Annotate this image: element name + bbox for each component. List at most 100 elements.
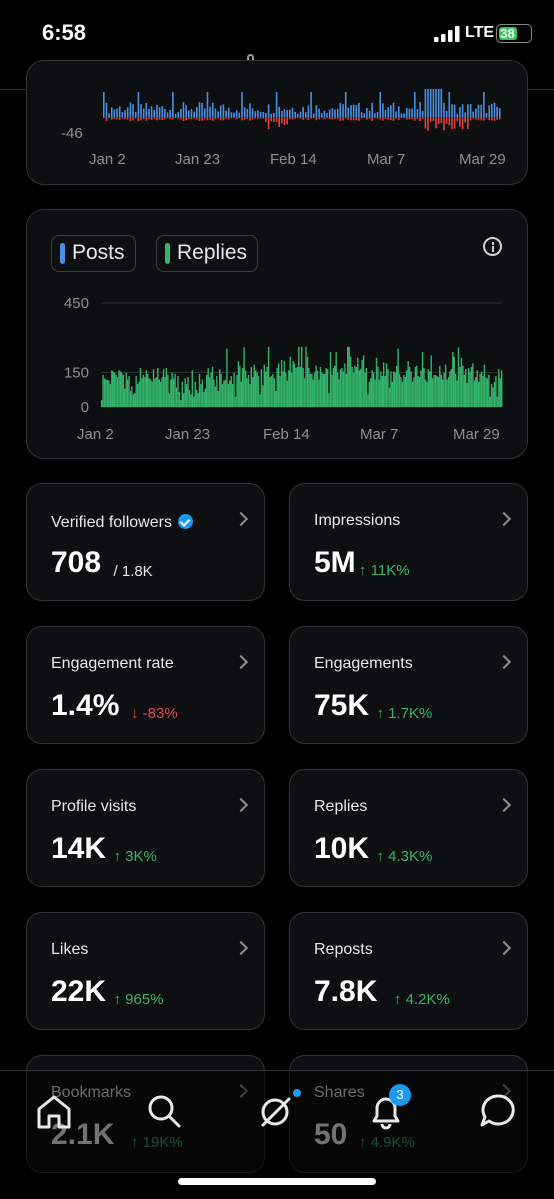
bar-replies — [390, 371, 392, 407]
bar-replies — [467, 368, 470, 407]
bar-negative — [174, 117, 177, 118]
bar-positive — [390, 105, 392, 117]
metric-card-engagements[interactable]: Engagements 75K ↑ 1.7K% — [289, 626, 528, 744]
bar-negative — [201, 117, 203, 121]
messages-icon[interactable] — [477, 1091, 517, 1131]
bar-replies — [243, 347, 245, 407]
bar-replies — [421, 352, 424, 407]
bar-negative — [286, 117, 288, 125]
bar-positive — [406, 108, 408, 117]
home-icon[interactable] — [34, 1091, 74, 1131]
bar-negative — [302, 117, 304, 120]
metric-card-verified-followers[interactable]: Verified followers 708 / 1.8K — [26, 483, 265, 601]
bar-replies — [387, 369, 389, 407]
chevron-right-icon — [233, 654, 249, 670]
bar-positive — [459, 107, 461, 117]
bar-positive — [363, 113, 366, 117]
bar-replies — [227, 384, 229, 407]
bar-positive — [339, 102, 342, 117]
metric-card-profile-visits[interactable]: Profile visits 14K ↑ 3K% — [26, 769, 265, 887]
bar-negative — [153, 117, 156, 119]
bar-positive — [398, 106, 400, 117]
bar-positive — [145, 102, 148, 117]
bar-negative — [477, 117, 480, 121]
bar-replies — [396, 365, 398, 407]
bar-replies — [175, 387, 178, 407]
notifications-icon[interactable] — [366, 1091, 406, 1131]
metric-card-engagement-rate[interactable]: Engagement rate 1.4% ↓ -83% — [26, 626, 265, 744]
metric-label-text: Replies — [314, 798, 368, 815]
bar-negative — [241, 117, 243, 121]
bar-positive — [254, 111, 257, 117]
metric-card-replies[interactable]: Replies 10K ↑ 4.3K% — [289, 769, 528, 887]
grok-icon[interactable] — [256, 1091, 296, 1131]
bar-negative — [453, 117, 456, 129]
bar-replies — [498, 369, 500, 407]
bar-positive — [113, 109, 116, 117]
bar-negative — [249, 117, 251, 121]
bar-replies — [267, 346, 270, 407]
bar-replies — [134, 393, 136, 407]
bar-positive — [124, 110, 126, 117]
x-tick-label: Jan 23 — [165, 426, 210, 443]
bar-replies — [145, 370, 147, 407]
bar-replies — [303, 378, 306, 407]
bar-negative — [403, 117, 405, 119]
bar-positive — [475, 108, 477, 117]
bar-replies — [266, 366, 268, 407]
bar-replies — [485, 377, 487, 407]
metric-card-likes[interactable]: Likes 22K ↑ 965% — [26, 912, 265, 1030]
bar-positive — [461, 104, 464, 117]
search-icon[interactable] — [144, 1091, 184, 1131]
bar-replies — [378, 379, 381, 407]
bar-negative — [313, 117, 315, 119]
bar-positive — [166, 112, 169, 117]
bar-positive — [193, 111, 195, 117]
bar-negative — [142, 117, 145, 120]
bar-replies — [403, 374, 405, 407]
bar-replies — [256, 372, 258, 407]
bar-positive — [180, 109, 182, 117]
bar-replies — [106, 379, 109, 407]
bar-replies — [165, 368, 168, 407]
chevron-right-icon — [496, 940, 512, 956]
bar-positive — [416, 109, 419, 117]
bar-replies — [298, 346, 300, 407]
bar-replies — [318, 379, 320, 407]
bar-positive — [142, 108, 145, 117]
bar-replies — [237, 361, 240, 407]
bar-positive — [429, 89, 432, 117]
home-indicator — [178, 1178, 376, 1185]
bar-negative — [212, 117, 214, 121]
bar-replies — [183, 393, 185, 407]
bar-replies — [313, 372, 316, 407]
bar-negative — [273, 117, 275, 122]
info-icon[interactable] — [483, 237, 502, 256]
bar-replies — [230, 376, 232, 407]
bar-positive — [190, 109, 193, 117]
bar-replies — [385, 363, 388, 407]
x-tick-label: Mar 29 — [453, 426, 500, 443]
battery-icon: 38 — [496, 24, 532, 43]
bar-replies — [470, 366, 473, 407]
legend-replies[interactable]: Replies — [156, 235, 259, 272]
bar-replies — [393, 371, 395, 407]
bar-negative — [331, 117, 334, 120]
bar-replies — [272, 373, 274, 407]
metric-card-reposts[interactable]: Reposts 7.8K ↑ 4.2K% — [289, 912, 528, 1030]
bar-positive — [201, 103, 203, 117]
x-tick-label: Mar 7 — [360, 426, 398, 443]
bar-positive — [456, 113, 459, 117]
bar-replies — [177, 376, 179, 407]
bar-replies — [292, 361, 294, 407]
bar-negative — [424, 117, 427, 129]
bar-negative — [464, 117, 466, 123]
bar-negative — [437, 117, 440, 125]
metric-card-impressions[interactable]: Impressions 5M ↑ 11K% — [289, 483, 528, 601]
bar-replies — [463, 374, 465, 407]
bar-replies — [295, 368, 297, 407]
metric-delta: ↑ 965% — [113, 991, 164, 1008]
bar-negative — [323, 117, 326, 119]
legend-posts[interactable]: Posts — [51, 235, 136, 272]
bar-replies — [151, 381, 153, 407]
